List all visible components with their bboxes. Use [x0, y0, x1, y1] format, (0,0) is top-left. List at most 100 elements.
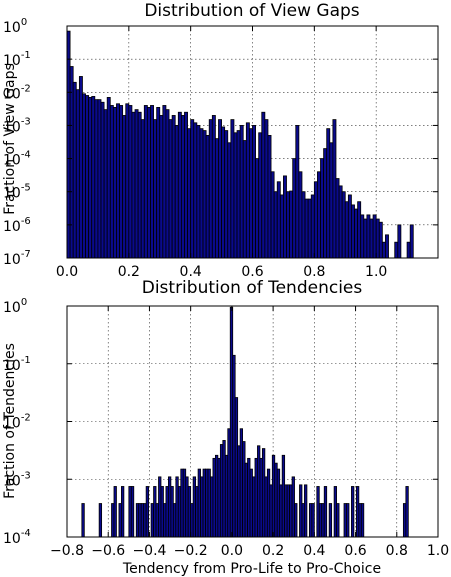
bar — [311, 503, 315, 538]
y-tick-label: 10-7 — [3, 249, 31, 268]
plot-frame — [66, 305, 439, 538]
bar — [385, 234, 389, 259]
bar — [227, 142, 232, 259]
bar — [298, 171, 303, 259]
bar — [159, 115, 164, 259]
bar — [369, 218, 374, 259]
bar — [202, 130, 207, 259]
bar — [137, 111, 142, 259]
x-tick-label: −0.8 — [50, 543, 84, 559]
bar — [289, 190, 294, 259]
x-tick-label: −0.4 — [132, 543, 166, 559]
bar — [128, 105, 133, 259]
bar — [273, 191, 278, 259]
bar — [131, 111, 136, 259]
bar — [140, 119, 145, 259]
bar — [113, 486, 117, 538]
bar — [125, 103, 130, 259]
bar — [156, 107, 161, 259]
bar — [239, 125, 244, 259]
bar — [360, 503, 365, 538]
bar — [381, 241, 386, 259]
bar — [218, 119, 222, 259]
x-tick-label: 0.8 — [386, 543, 408, 559]
x-tick-label: 0.0 — [221, 543, 243, 559]
bar — [323, 148, 328, 259]
bar — [187, 128, 192, 259]
bar — [193, 122, 198, 259]
y-tick-label: 100 — [3, 17, 27, 36]
y-tick-label: 10-2 — [3, 83, 31, 102]
bar — [276, 181, 281, 259]
bar — [233, 132, 238, 259]
bar — [279, 194, 284, 259]
bar — [208, 119, 213, 259]
bars — [66, 30, 414, 259]
bar — [199, 128, 204, 259]
bar — [347, 194, 352, 259]
bar — [283, 175, 287, 259]
bar — [351, 204, 355, 259]
bar — [91, 96, 96, 259]
bar — [98, 503, 103, 538]
bar — [97, 99, 102, 259]
y-tick-label: 10-1 — [3, 355, 31, 374]
chart-title: Distribution of Tendencies — [142, 278, 363, 298]
y-tick-label: 10-1 — [3, 50, 31, 69]
bar — [122, 115, 127, 259]
x-tick-label: 0.4 — [180, 264, 202, 280]
bar — [323, 486, 328, 538]
bar — [180, 115, 185, 259]
bar — [103, 109, 108, 259]
tendencies-chart: Distribution of Tendencies Fraction of T… — [2, 278, 449, 577]
bar — [270, 171, 275, 259]
bar — [326, 128, 331, 259]
bar — [307, 198, 312, 259]
bars — [81, 306, 409, 538]
bar — [116, 103, 120, 259]
plot-frame — [66, 25, 439, 259]
y-tick-label: 10-3 — [3, 470, 31, 489]
x-tick-label: 0.6 — [241, 264, 263, 280]
bar — [357, 201, 362, 259]
bar — [409, 224, 414, 259]
bar — [94, 99, 99, 259]
y-axis-label: Fraction of View Gaps — [2, 63, 18, 215]
y-tick-label: 10-4 — [3, 150, 31, 169]
bar — [75, 89, 80, 259]
y-tick-label: 10-5 — [3, 183, 31, 202]
bar — [245, 122, 250, 259]
bar — [258, 132, 263, 259]
bar — [304, 198, 309, 259]
bar — [332, 119, 337, 259]
bar — [236, 130, 241, 259]
x-axis-label: Tendency from Pro-Life to Pro-Choice — [122, 561, 381, 577]
y-tick-label: 10-6 — [3, 216, 31, 235]
bar — [82, 93, 86, 259]
bar — [69, 66, 74, 259]
bar — [196, 125, 201, 259]
bar — [346, 503, 350, 538]
bar — [106, 97, 111, 259]
bar — [294, 503, 298, 538]
bar — [205, 135, 210, 259]
x-tick-label: 0.6 — [344, 543, 366, 559]
bar — [360, 214, 365, 259]
bar — [168, 119, 173, 259]
ticks: 0.0 0.2 0.4 0.6 0.8 1.0 10-7 10-6 10-5 10-4 10-3 10… — [3, 17, 438, 280]
bar — [405, 486, 409, 538]
x-tick-label: 0.4 — [303, 543, 325, 559]
bar — [341, 191, 346, 259]
x-tick-label: 0.2 — [118, 264, 140, 280]
bar — [121, 486, 125, 538]
bar — [335, 178, 340, 259]
bar — [85, 95, 90, 259]
x-tick-label: 0.2 — [262, 543, 284, 559]
bar — [174, 125, 179, 259]
x-tick-label: 1.0 — [427, 543, 449, 559]
bar — [397, 224, 402, 259]
bar — [221, 126, 226, 259]
bar — [242, 140, 247, 259]
x-tick-label: −0.2 — [174, 543, 208, 559]
